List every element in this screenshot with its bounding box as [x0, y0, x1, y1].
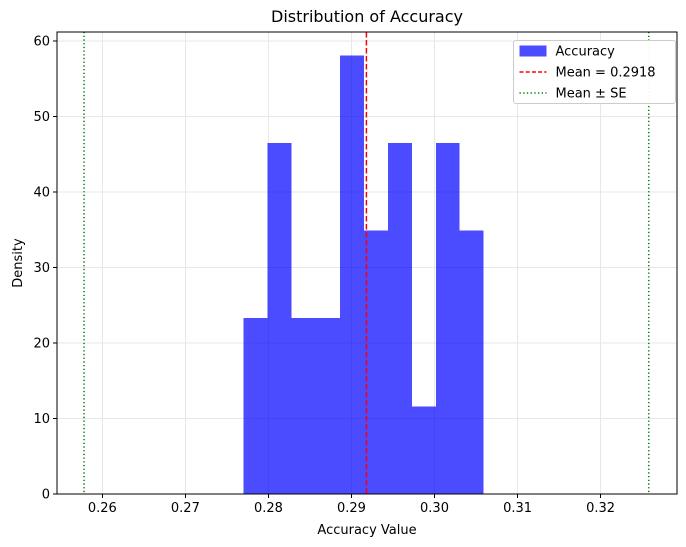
- x-tick-label: 0.30: [420, 501, 449, 516]
- y-axis-label: Density: [11, 238, 26, 288]
- tick-labels: 0.26 0.27 0.28 0.29 0.30 0.31 0.32 0 10 20 30 40 50 6…: [33, 35, 615, 516]
- histogram-bar: [459, 230, 484, 494]
- y-tick-label: 10: [33, 412, 50, 427]
- reference-lines: [83, 32, 650, 494]
- x-tick-label: 0.27: [171, 501, 200, 516]
- chart-title: Distribution of Accuracy: [271, 7, 463, 26]
- histogram-bar: [315, 318, 340, 494]
- histogram-bar: [436, 142, 460, 494]
- y-tick-label: 60: [33, 35, 50, 50]
- y-tick-label: 40: [33, 186, 50, 201]
- legend-label: Accuracy: [556, 45, 616, 60]
- legend-label: Mean = 0.2918: [556, 66, 656, 81]
- legend-box: [513, 40, 676, 104]
- histogram-bar: [412, 406, 437, 494]
- legend: Accuracy Mean = 0.2918 Mean ± SE: [513, 40, 676, 104]
- histogram-bar: [339, 55, 364, 494]
- y-tick-label: 50: [33, 110, 50, 125]
- x-tick-label: 0.32: [586, 501, 615, 516]
- histogram-bars: [243, 55, 484, 494]
- x-tick-label: 0.26: [88, 501, 117, 516]
- legend-swatch-accuracy: [519, 45, 547, 57]
- histogram-bar: [363, 230, 389, 494]
- histogram-bar: [267, 142, 292, 494]
- x-tick-label: 0.28: [254, 501, 283, 516]
- x-axis-label: Accuracy Value: [317, 523, 416, 538]
- histogram-bar: [388, 142, 413, 494]
- histogram-bar: [243, 318, 268, 494]
- y-tick-label: 30: [33, 261, 50, 276]
- y-tick-label: 0: [42, 488, 50, 503]
- x-tick-label: 0.31: [503, 501, 532, 516]
- plot-border: [56, 31, 678, 495]
- legend-label: Mean ± SE: [556, 87, 627, 102]
- y-tick-label: 20: [33, 337, 50, 352]
- axis-ticks: [53, 40, 602, 498]
- histogram-bar: [291, 318, 316, 494]
- x-tick-label: 0.29: [337, 501, 366, 516]
